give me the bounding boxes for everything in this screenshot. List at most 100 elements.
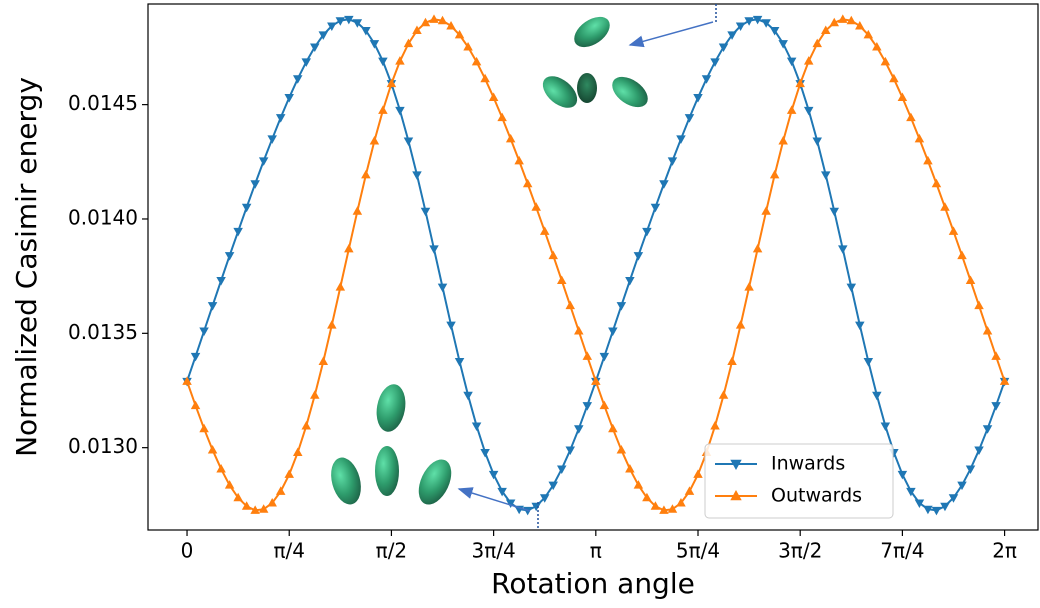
data-marker [318, 356, 329, 365]
data-marker [991, 402, 1001, 411]
data-marker [224, 480, 235, 489]
data-marker [931, 506, 942, 516]
data-marker [752, 243, 763, 253]
data-marker [574, 326, 584, 335]
data-marker [880, 56, 891, 66]
data-marker [310, 43, 320, 52]
data-marker [352, 19, 363, 28]
data-marker [292, 447, 303, 456]
x-tick-label: 0 [181, 539, 194, 563]
data-marker [514, 155, 524, 165]
data-marker [855, 20, 865, 30]
data-marker [965, 275, 976, 284]
data-marker [599, 400, 610, 410]
data-marker [982, 425, 993, 434]
data-marker [693, 94, 703, 103]
data-marker [488, 470, 499, 480]
data-marker [735, 320, 746, 329]
data-marker [369, 135, 380, 145]
y-axis-label: Normalized Casimir energy [10, 77, 43, 457]
data-marker [659, 505, 669, 514]
ellipsoid-icon [574, 16, 610, 48]
data-marker [539, 494, 550, 503]
data-marker [727, 356, 737, 365]
data-marker [250, 180, 260, 189]
data-marker [838, 14, 848, 23]
data-marker [335, 17, 346, 26]
data-marker [548, 481, 558, 491]
data-marker [718, 43, 729, 52]
data-marker [812, 137, 822, 146]
data-marker [931, 178, 942, 188]
data-marker [344, 15, 354, 25]
data-marker [625, 276, 635, 286]
data-marker [420, 17, 431, 27]
data-marker [829, 17, 840, 27]
data-marker [982, 326, 993, 335]
data-marker [361, 169, 371, 179]
x-tick-label: π [590, 539, 602, 563]
data-marker [795, 78, 805, 88]
data-marker [684, 486, 695, 495]
data-marker [378, 57, 388, 67]
data-marker [803, 56, 814, 65]
legend: Inwards Outwards [704, 443, 894, 519]
data-marker [923, 155, 933, 165]
plot-area: 0.0130 0.0135 0.0140 0.0145 0 π/4 π/2 3π/4 π 5π/4… [68, 3, 1039, 563]
data-marker [335, 282, 346, 291]
data-marker [531, 202, 541, 211]
y-tick-label: 0.0135 [68, 320, 138, 344]
data-marker [497, 112, 507, 122]
data-marker [463, 41, 473, 51]
data-marker [608, 423, 618, 433]
data-marker [752, 15, 763, 25]
x-tick-label: π/4 [273, 539, 305, 563]
data-marker [625, 463, 635, 473]
data-marker [216, 463, 226, 473]
data-marker [786, 105, 797, 114]
plot-frame [147, 3, 1039, 531]
data-marker [446, 321, 456, 331]
data-marker [863, 29, 874, 39]
ellipsoid-icon [612, 76, 648, 108]
arrow [628, 21, 714, 48]
data-marker [761, 206, 771, 215]
data-marker [429, 245, 439, 254]
data-marker [216, 276, 226, 286]
data-marker [539, 226, 550, 235]
data-marker [872, 41, 882, 51]
data-marker [386, 78, 397, 88]
data-marker [454, 357, 465, 367]
data-marker [505, 133, 516, 143]
data-marker [778, 40, 788, 49]
data-marker [480, 73, 490, 83]
data-marker [369, 40, 380, 49]
data-marker [454, 29, 465, 39]
data-marker [199, 327, 209, 337]
x-tick-label: 5π/4 [676, 539, 720, 563]
data-marker [207, 302, 218, 311]
data-marker [863, 357, 874, 367]
data-marker [284, 469, 294, 478]
data-marker [531, 502, 541, 512]
data-marker [361, 27, 371, 36]
data-marker [310, 390, 320, 399]
data-marker [437, 283, 448, 293]
data-marker [182, 376, 192, 385]
x-axis-label: Rotation angle [491, 567, 695, 600]
data-marker [650, 203, 661, 213]
data-marker [633, 480, 644, 489]
x-tick-label: 3π/4 [471, 539, 515, 563]
data-marker [633, 252, 644, 261]
data-marker [275, 486, 286, 495]
data-marker [556, 275, 567, 284]
legend-marker [730, 490, 742, 501]
data-marker [880, 422, 891, 431]
data-marker [974, 446, 984, 455]
data-marker [471, 56, 482, 66]
data-marker [693, 469, 703, 478]
ellipsoid-icon [418, 459, 452, 505]
data-marker [190, 352, 201, 362]
data-marker [522, 506, 533, 516]
data-marker [403, 137, 414, 146]
